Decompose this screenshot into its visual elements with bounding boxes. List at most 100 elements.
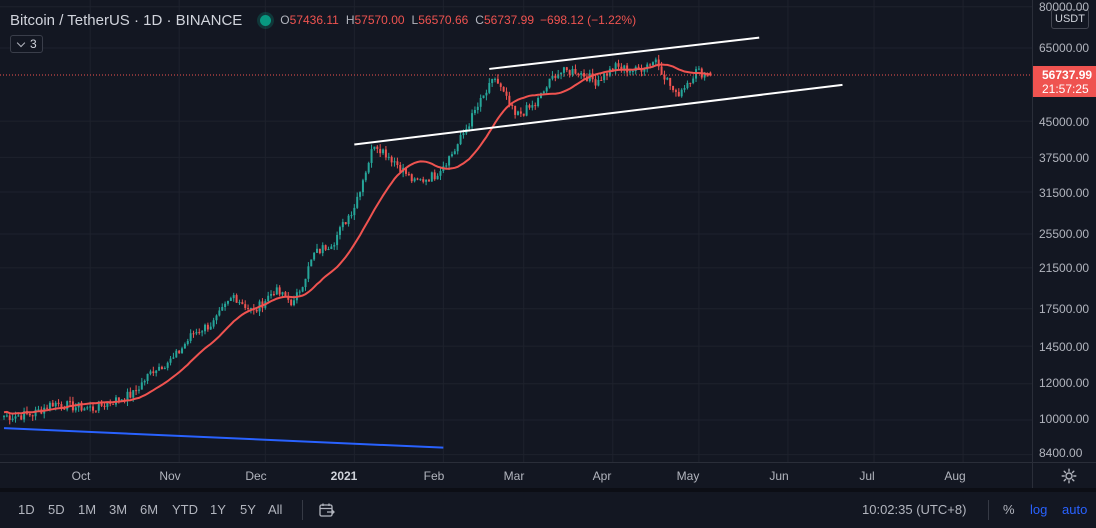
percent-scale-button[interactable]: % bbox=[1003, 502, 1015, 517]
candle-body bbox=[112, 403, 115, 405]
candle-body bbox=[617, 63, 620, 67]
candle-body bbox=[485, 92, 488, 96]
candle-body bbox=[462, 133, 465, 136]
divider bbox=[302, 500, 303, 520]
range-1d-button[interactable]: 1D bbox=[18, 502, 35, 517]
close-key: C bbox=[475, 13, 484, 27]
chevron-down-icon bbox=[16, 38, 26, 48]
candle-body bbox=[97, 401, 100, 411]
candle-body bbox=[206, 324, 209, 330]
candle-body bbox=[304, 278, 307, 288]
candle-body bbox=[379, 148, 382, 154]
candle-body bbox=[606, 73, 609, 76]
candle-body bbox=[209, 326, 212, 330]
candle-body bbox=[178, 350, 181, 354]
candle-body bbox=[450, 154, 453, 157]
candle-body bbox=[241, 302, 244, 305]
candle-body bbox=[163, 367, 166, 370]
candle-body bbox=[341, 222, 344, 228]
range-1m-button[interactable]: 1M bbox=[78, 502, 97, 517]
indicator-count: 3 bbox=[30, 37, 37, 51]
date-range-icon[interactable] bbox=[318, 501, 336, 519]
candle-body bbox=[166, 362, 169, 368]
price-chart[interactable] bbox=[0, 0, 1032, 462]
trendline-upper-channel bbox=[489, 36, 760, 70]
close-value: 56737.99 bbox=[483, 13, 535, 27]
candle-body bbox=[324, 245, 327, 250]
range-6m-button[interactable]: 6M bbox=[140, 502, 159, 517]
candle-body bbox=[476, 106, 479, 110]
candle-body bbox=[654, 59, 657, 63]
candle-body bbox=[686, 82, 689, 89]
candle-body bbox=[212, 320, 215, 327]
candle-body bbox=[278, 287, 281, 295]
range-1y-button[interactable]: 1Y bbox=[210, 502, 226, 517]
candle-body bbox=[135, 390, 138, 392]
last-price: 56737.99 bbox=[1042, 68, 1093, 82]
candle-body bbox=[422, 179, 425, 182]
candle-body bbox=[327, 248, 330, 250]
candle-body bbox=[390, 156, 393, 163]
candle-body bbox=[453, 151, 456, 155]
candle-body bbox=[620, 66, 623, 70]
price-tick: 37500.00 bbox=[1039, 151, 1090, 165]
candle-body bbox=[267, 295, 270, 302]
time-tick: Oct bbox=[71, 469, 91, 483]
price-tick: 65000.00 bbox=[1039, 41, 1090, 55]
time-scale[interactable]: Oct Nov Dec 2021 Feb Mar Apr May Jun Jul… bbox=[0, 462, 1032, 488]
candle-body bbox=[143, 380, 146, 383]
candle-body bbox=[660, 66, 663, 75]
market-status-icon bbox=[260, 14, 272, 26]
candle-body bbox=[356, 196, 359, 208]
candle-body bbox=[640, 68, 643, 72]
chart-legend: Bitcoin / TetherUS · 1D · BINANCE O 5743… bbox=[10, 10, 636, 30]
candle-body bbox=[448, 156, 451, 166]
indicators-toggle-button[interactable]: 3 bbox=[10, 35, 43, 53]
candle-body bbox=[158, 366, 161, 371]
candle-body bbox=[471, 113, 474, 127]
candle-body bbox=[238, 302, 241, 304]
time-tick: Jun bbox=[769, 469, 789, 483]
candle-body bbox=[631, 70, 634, 72]
candle-body bbox=[155, 370, 158, 374]
range-all-button[interactable]: All bbox=[268, 502, 283, 517]
price-tick: 8400.00 bbox=[1039, 446, 1083, 460]
candle-body bbox=[433, 172, 436, 180]
candle-body bbox=[482, 95, 485, 98]
symbol-title[interactable]: Bitcoin / TetherUS · 1D · BINANCE bbox=[10, 11, 243, 29]
candle-body bbox=[680, 89, 683, 97]
chart-pane[interactable]: Bitcoin / TetherUS · 1D · BINANCE O 5743… bbox=[0, 0, 1032, 462]
divider bbox=[988, 500, 989, 520]
candle-body bbox=[651, 62, 654, 66]
chart-settings-button[interactable] bbox=[1032, 462, 1096, 488]
log-scale-button[interactable]: log bbox=[1030, 502, 1048, 517]
range-3m-button[interactable]: 3M bbox=[109, 502, 128, 517]
candle-body bbox=[129, 391, 132, 398]
candle-body bbox=[359, 192, 362, 197]
candle-body bbox=[373, 146, 376, 150]
candle-body bbox=[542, 91, 545, 94]
price-scale[interactable]: USDT 80000.00 65000.00 45000.00 37500.00… bbox=[1032, 0, 1096, 462]
candle-body bbox=[109, 402, 112, 404]
candle-body bbox=[393, 161, 396, 163]
candle-body bbox=[66, 401, 69, 410]
candle-body bbox=[287, 296, 290, 300]
candle-body bbox=[689, 82, 692, 84]
candle-body bbox=[224, 303, 227, 308]
candle-body bbox=[333, 245, 336, 247]
candle-body bbox=[468, 126, 471, 129]
currency-button[interactable]: USDT bbox=[1051, 9, 1089, 29]
candle-body bbox=[396, 161, 399, 166]
candle-body bbox=[336, 234, 339, 246]
candle-body bbox=[600, 80, 603, 82]
range-ytd-button[interactable]: YTD bbox=[172, 502, 198, 517]
range-5d-button[interactable]: 5D bbox=[48, 502, 65, 517]
price-tick: 12000.00 bbox=[1039, 376, 1090, 390]
time-tick: Mar bbox=[503, 469, 525, 483]
clock-timezone[interactable]: 10:02:35 (UTC+8) bbox=[862, 502, 967, 517]
candle-body bbox=[637, 66, 640, 69]
auto-scale-button[interactable]: auto bbox=[1062, 502, 1088, 517]
range-5y-button[interactable]: 5Y bbox=[240, 502, 256, 517]
time-tick: Dec bbox=[245, 469, 267, 483]
candle-body bbox=[20, 415, 23, 420]
